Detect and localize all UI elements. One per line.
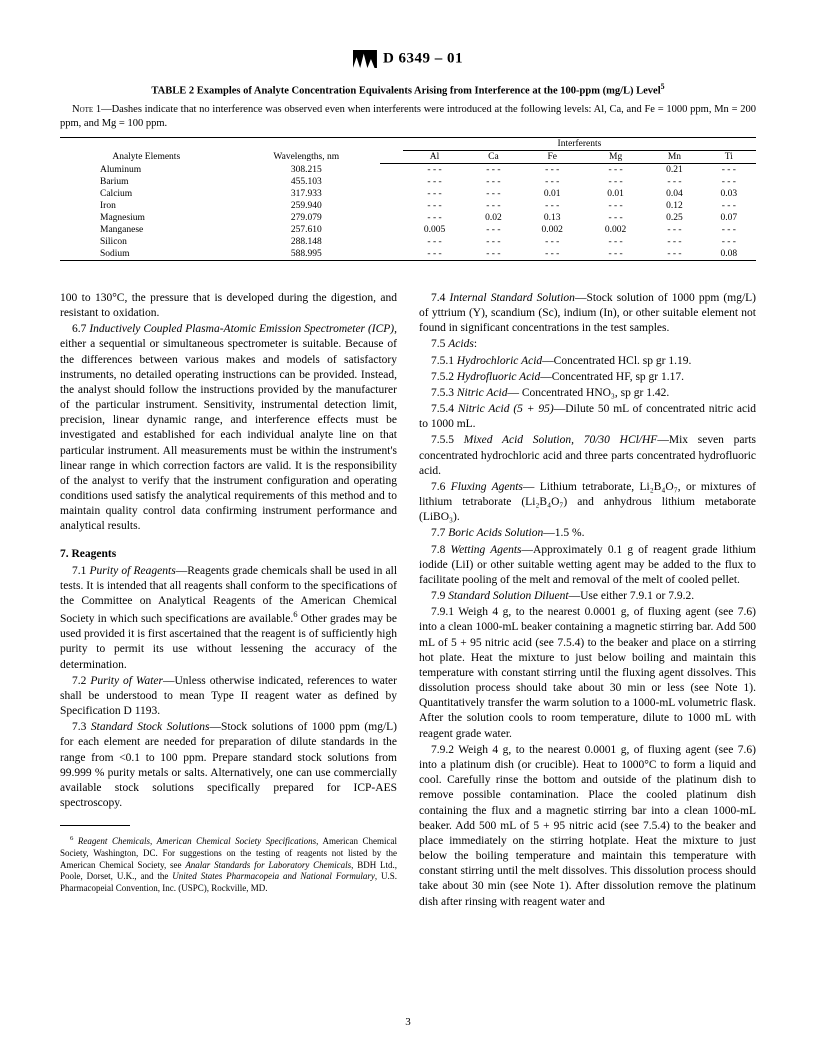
para-7-8: 7.8 Wetting Agents—Approximately 0.1 g o… xyxy=(419,543,756,589)
table-row: Barium455.103- - -- - -- - -- - -- - -- … xyxy=(60,176,756,188)
table-row: Sodium588.995- - -- - -- - -- - -- - -0.… xyxy=(60,248,756,261)
table-row: Magnesium279.079- - -0.020.13- - -0.250.… xyxy=(60,212,756,224)
col-wavelength: Wavelengths, nm xyxy=(233,137,381,163)
table-row: Iron259.940- - -- - -- - -- - -0.12- - - xyxy=(60,200,756,212)
para-7-5-1: 7.5.1 Hydrochloric Acid—Concentrated HCl… xyxy=(419,354,756,369)
col-ti: Ti xyxy=(702,150,756,163)
para-7-5-4: 7.5.4 Nitric Acid (5 + 95)—Dilute 50 mL … xyxy=(419,402,756,432)
col-mn: Mn xyxy=(647,150,701,163)
footnote-6: 6 Reagent Chemicals, American Chemical S… xyxy=(60,835,397,894)
para-7-9-2: 7.9.2 Weigh 4 g, to the nearest 0.0001 g… xyxy=(419,743,756,910)
para-7-6: 7.6 Fluxing Agents— Lithium tetraborate,… xyxy=(419,480,756,526)
footnote-rule xyxy=(60,825,130,826)
para-7-5-3: 7.5.3 Nitric Acid— Concentrated HNO₃, sp… xyxy=(419,386,756,401)
col-analyte: Analyte Elements xyxy=(60,137,233,163)
para-cont: 100 to 130°C, the pressure that is devel… xyxy=(60,291,397,321)
doc-number: D 6349 – 01 xyxy=(383,50,463,66)
interference-table: Analyte Elements Wavelengths, nm Interfe… xyxy=(60,137,756,261)
para-6-7: 6.7 Inductively Coupled Plasma-Atomic Em… xyxy=(60,322,397,534)
para-7-5-5: 7.5.5 Mixed Acid Solution, 70/30 HCl/HF—… xyxy=(419,433,756,479)
para-7-3: 7.3 Standard Stock Solutions—Stock solut… xyxy=(60,720,397,811)
astm-logo-icon xyxy=(353,50,377,68)
table-row: Aluminum308.215- - -- - -- - -- - -0.21-… xyxy=(60,163,756,176)
col-interferents: Interferents xyxy=(403,137,756,150)
para-7-4: 7.4 Internal Standard Solution—Stock sol… xyxy=(419,291,756,337)
para-7-9: 7.9 Standard Solution Diluent—Use either… xyxy=(419,589,756,604)
col-mg: Mg xyxy=(584,150,647,163)
col-ca: Ca xyxy=(466,150,520,163)
para-7-2: 7.2 Purity of Water—Unless otherwise ind… xyxy=(60,674,397,720)
table-note: Note 1—Dashes indicate that no interfere… xyxy=(60,103,756,131)
table-row: Calcium317.933- - -- - -0.010.010.040.03 xyxy=(60,188,756,200)
para-7-1: 7.1 Purity of Reagents—Reagents grade ch… xyxy=(60,564,397,673)
body-columns: 100 to 130°C, the pressure that is devel… xyxy=(60,291,756,910)
table-row: Manganese257.6100.005- - -0.0020.002- - … xyxy=(60,224,756,236)
para-7-7: 7.7 Boric Acids Solution—1.5 %. xyxy=(419,526,756,541)
para-7-9-1: 7.9.1 Weigh 4 g, to the nearest 0.0001 g… xyxy=(419,605,756,742)
table-row: Silicon288.148- - -- - -- - -- - -- - --… xyxy=(60,236,756,248)
table-title: TABLE 2 Examples of Analyte Concentratio… xyxy=(60,82,756,97)
col-al: Al xyxy=(403,150,466,163)
para-7-5: 7.5 Acids: xyxy=(419,337,756,352)
doc-header: D 6349 – 01 xyxy=(60,50,756,68)
section-7-head: 7. Reagents xyxy=(60,547,397,562)
col-fe: Fe xyxy=(521,150,584,163)
para-7-5-2: 7.5.2 Hydrofluoric Acid—Concentrated HF,… xyxy=(419,370,756,385)
page-number: 3 xyxy=(0,1016,816,1028)
